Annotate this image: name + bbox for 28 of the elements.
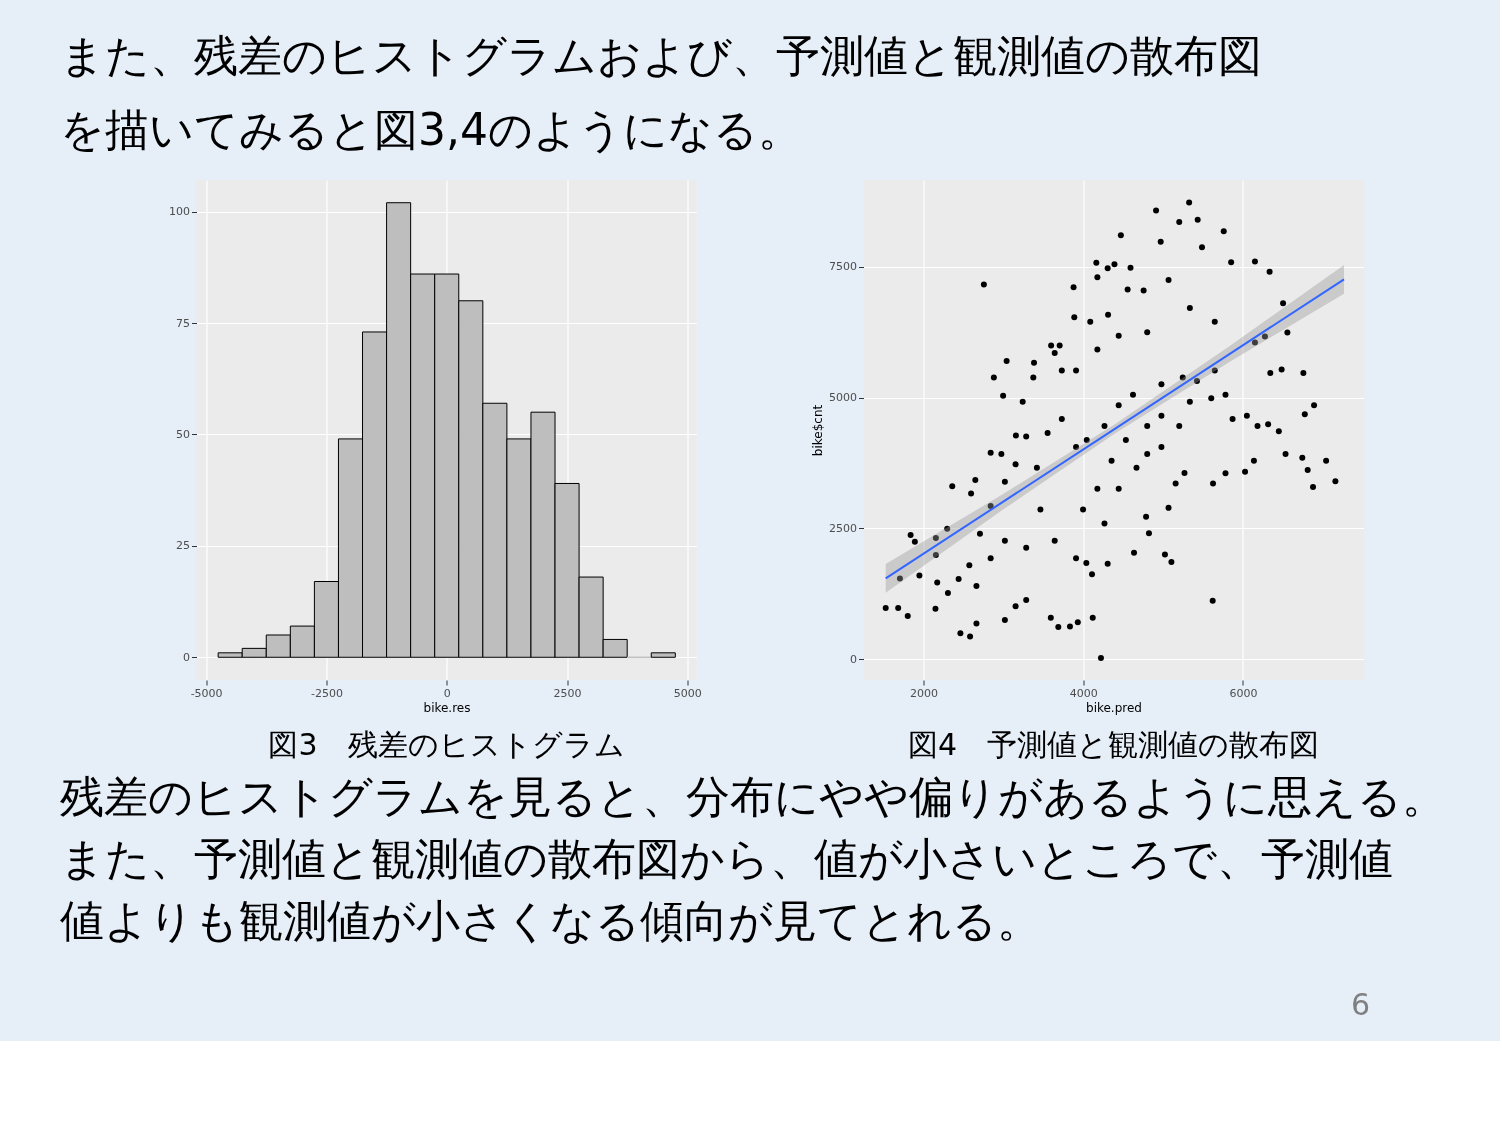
text: また、残差のヒストグラムおよび、予測値と観測値の散布図 bbox=[60, 30, 1262, 81]
x-tick-label: -2500 bbox=[310, 686, 343, 700]
y-tick-label: 100 bbox=[169, 205, 190, 219]
caption: 図4 予測値と観測値の散布図 bbox=[907, 727, 1320, 762]
x-tick-label: 5000 bbox=[673, 686, 702, 700]
x-tick-label: -5000 bbox=[190, 686, 223, 700]
text: 値よりも観測値が小さくなる傾向が見てとれる。 bbox=[60, 895, 1041, 946]
text: 残差のヒストグラムを見ると、分布にやや偏りがあるように思える。 bbox=[60, 771, 1446, 822]
x-axis-title: bike.pred bbox=[1086, 700, 1142, 715]
y-tick-label: 0 bbox=[183, 650, 190, 664]
y-tick-label: 0 bbox=[850, 652, 857, 666]
y-tick-label: 7500 bbox=[829, 260, 857, 274]
x-tick-label: 4000 bbox=[1069, 686, 1098, 700]
x-tick-label: 2500 bbox=[553, 686, 582, 700]
y-tick-label: 75 bbox=[176, 316, 190, 330]
x-tick-label: 6000 bbox=[1229, 686, 1258, 700]
y-tick-label: 25 bbox=[176, 539, 190, 553]
text: 6 bbox=[1350, 987, 1370, 1022]
y-tick-label: 50 bbox=[176, 427, 190, 441]
caption: 図3 残差のヒストグラム bbox=[268, 727, 625, 762]
x-axis-title: bike.res bbox=[423, 700, 471, 715]
text: を描いてみると図3,4のようになる。 bbox=[60, 104, 802, 155]
x-tick-label: 0 bbox=[443, 686, 451, 700]
y-tick-label: 2500 bbox=[829, 521, 857, 535]
text: また、予測値と観測値の散布図から、値が小さいところで、予測値 bbox=[60, 833, 1393, 884]
y-axis-title: bike$cnt bbox=[811, 404, 826, 457]
y-tick-label: 5000 bbox=[829, 391, 857, 405]
x-tick-label: 2000 bbox=[909, 686, 938, 700]
